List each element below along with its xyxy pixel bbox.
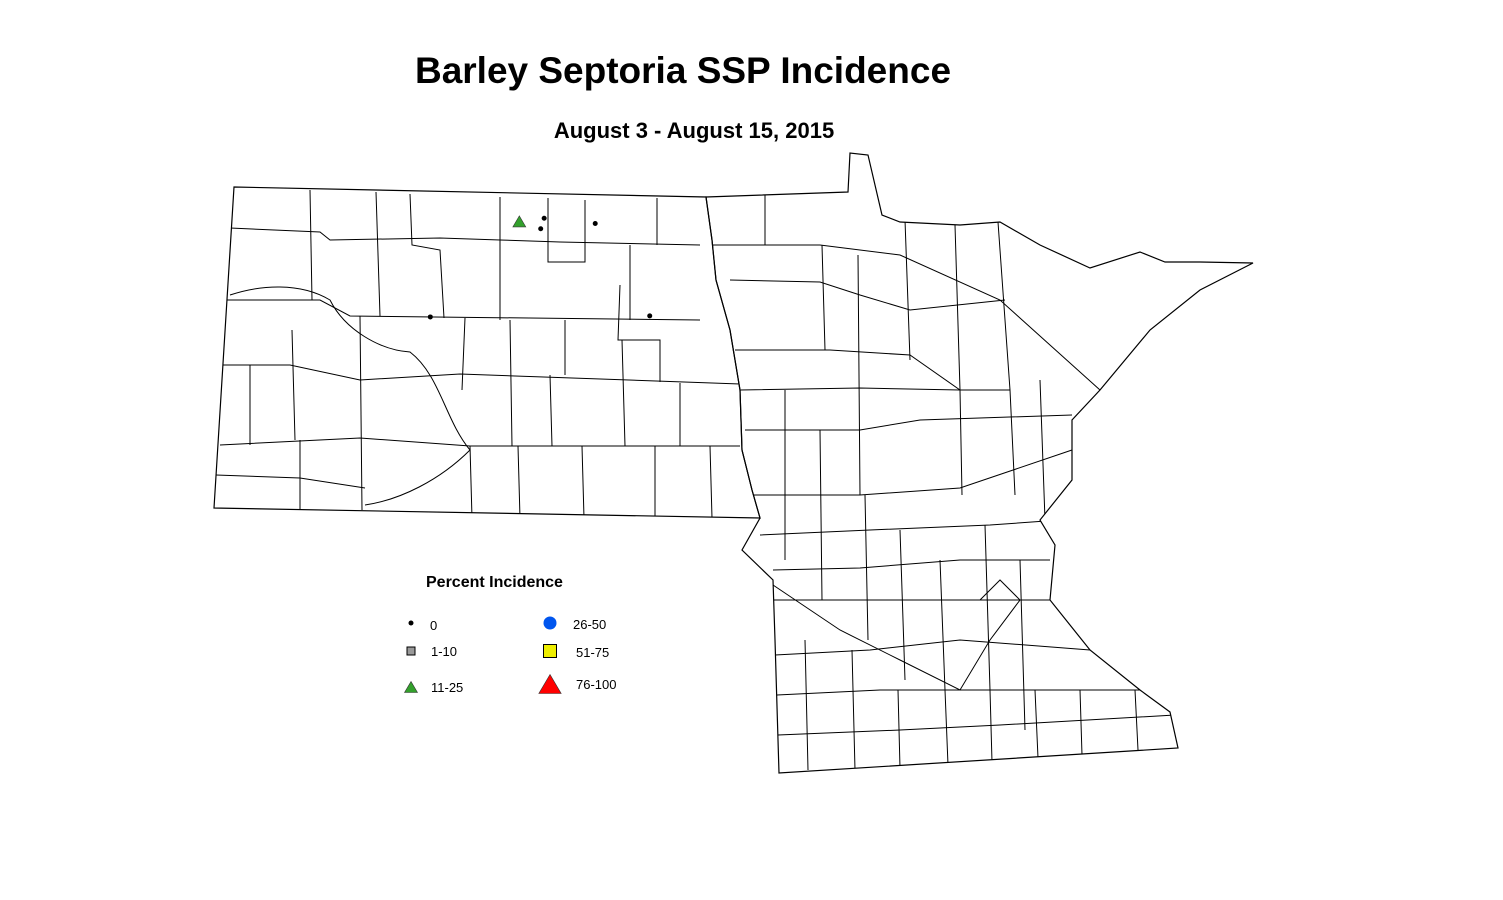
- legend-symbol-1-10: [406, 646, 416, 656]
- map-subtitle: August 3 - August 15, 2015: [553, 118, 835, 143]
- survey-point: [427, 314, 433, 320]
- legend-label-11-25: 11-25: [431, 680, 464, 695]
- legend-label-51-75: 51-75: [576, 645, 610, 660]
- legend-symbol-26-50: [543, 616, 557, 630]
- survey-points: [427, 215, 653, 320]
- map-title: Barley Septoria SSP Incidence: [414, 50, 952, 91]
- minnesota-counties: [706, 195, 1176, 771]
- survey-point: [538, 226, 544, 232]
- survey-point: [647, 313, 653, 319]
- legend-symbols: [404, 616, 562, 694]
- legend-label-76-100: 76-100: [576, 677, 617, 692]
- legend-symbol-51-75: [543, 644, 557, 658]
- legend-label-0: 0: [430, 618, 438, 633]
- north-dakota-counties: [215, 189, 741, 518]
- legend-label-26-50: 26-50: [573, 617, 607, 632]
- survey-point: [592, 221, 598, 226]
- legend-symbol-76-100: [538, 673, 562, 694]
- survey-point: [512, 215, 527, 228]
- legend-symbol-0: [408, 620, 414, 626]
- legend-label-1-10: 1-10: [431, 644, 458, 659]
- legend-title: Percent Incidence: [426, 574, 563, 591]
- survey-point: [541, 215, 547, 221]
- legend-symbol-11-25: [404, 680, 418, 693]
